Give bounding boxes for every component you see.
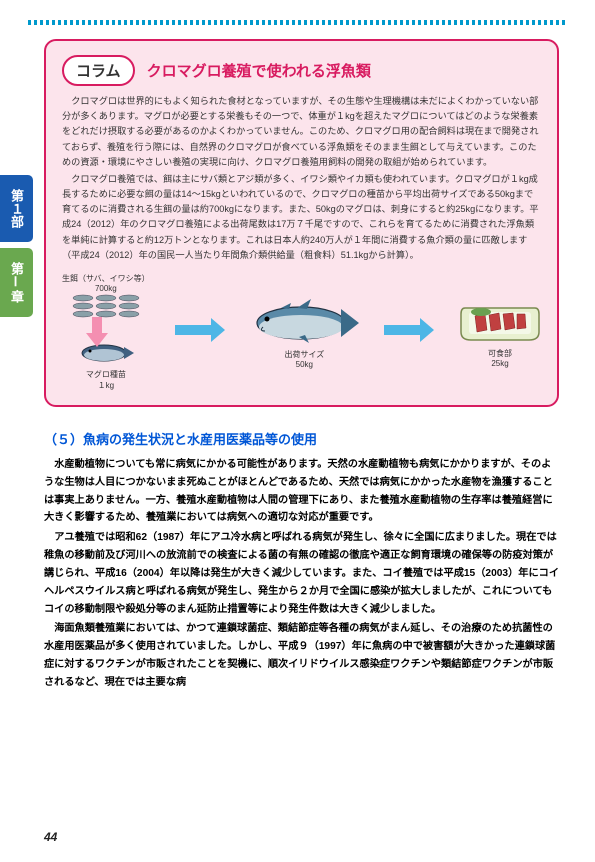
body-text: 水産動植物についても常に病気にかかる可能性があります。天然の水産動植物も病気にか… [44,456,559,692]
column-header: コラム クロマグロ養殖で使われる浮魚類 [62,55,541,86]
diagram-feed: 生餌（サバ、イワシ等） 700kg マグロ種苗 １kg [62,273,150,391]
down-arrow-icon [86,317,108,347]
body-p1: 水産動植物についても常に病気にかかる可能性があります。天然の水産動植物も病気にか… [44,456,559,527]
seed-weight: １kg [62,380,150,391]
column-p1: クロマグロは世界的にもよく知られた食材となっていますが、その生態や生理機構は未だ… [62,94,541,170]
arrow-icon [384,318,434,342]
column-title: クロマグロ養殖で使われる浮魚類 [147,60,371,81]
side-tabs: 第１部 第Ⅰ章 [0,175,71,323]
feed-label: 生餌（サバ、イワシ等） [62,273,150,284]
edible-label: 可食部 [459,348,541,359]
column-p2: クロマグロ養殖では、餌は主にサバ類とアジ類が多く、イワシ類やイカ類も使われていま… [62,172,541,263]
edible-weight: 25kg [459,359,541,368]
sardines-icon [71,293,141,319]
column-label: コラム [62,55,135,86]
arrow-icon [175,318,225,342]
sashimi-plate-icon [459,296,541,344]
ship-weight: 50kg [249,360,359,369]
tab-part: 第１部 [0,175,33,242]
section-title: （５）魚病の発生状況と水産用医薬品等の使用 [44,429,559,448]
tab-chapter: 第Ⅰ章 [0,248,33,317]
body-p3: 海面魚類養殖業においては、かつて連鎖球菌症、類結節症等各種の病気がまん延し、その… [44,620,559,691]
diagram-ship: 出荷サイズ 50kg [249,295,359,369]
column-body: クロマグロは世界的にもよく知られた食材となっていますが、その生態や生理機構は未だ… [62,94,541,263]
column-box: コラム クロマグロ養殖で使われる浮魚類 クロマグロは世界的にもよく知られた食材と… [44,39,559,407]
diagram-edible: 可食部 25kg [459,296,541,368]
body-p2: アユ養殖では昭和62（1987）年にアユ冷水病と呼ばれる病気が発生し、徐々に全国… [44,529,559,618]
seed-label: マグロ種苗 [62,369,150,380]
ship-label: 出荷サイズ [249,349,359,360]
large-tuna-icon [249,295,359,345]
feed-weight: 700kg [62,284,150,293]
top-dotted-rule [28,20,567,25]
diagram: 生餌（サバ、イワシ等） 700kg マグロ種苗 １kg [62,273,541,391]
